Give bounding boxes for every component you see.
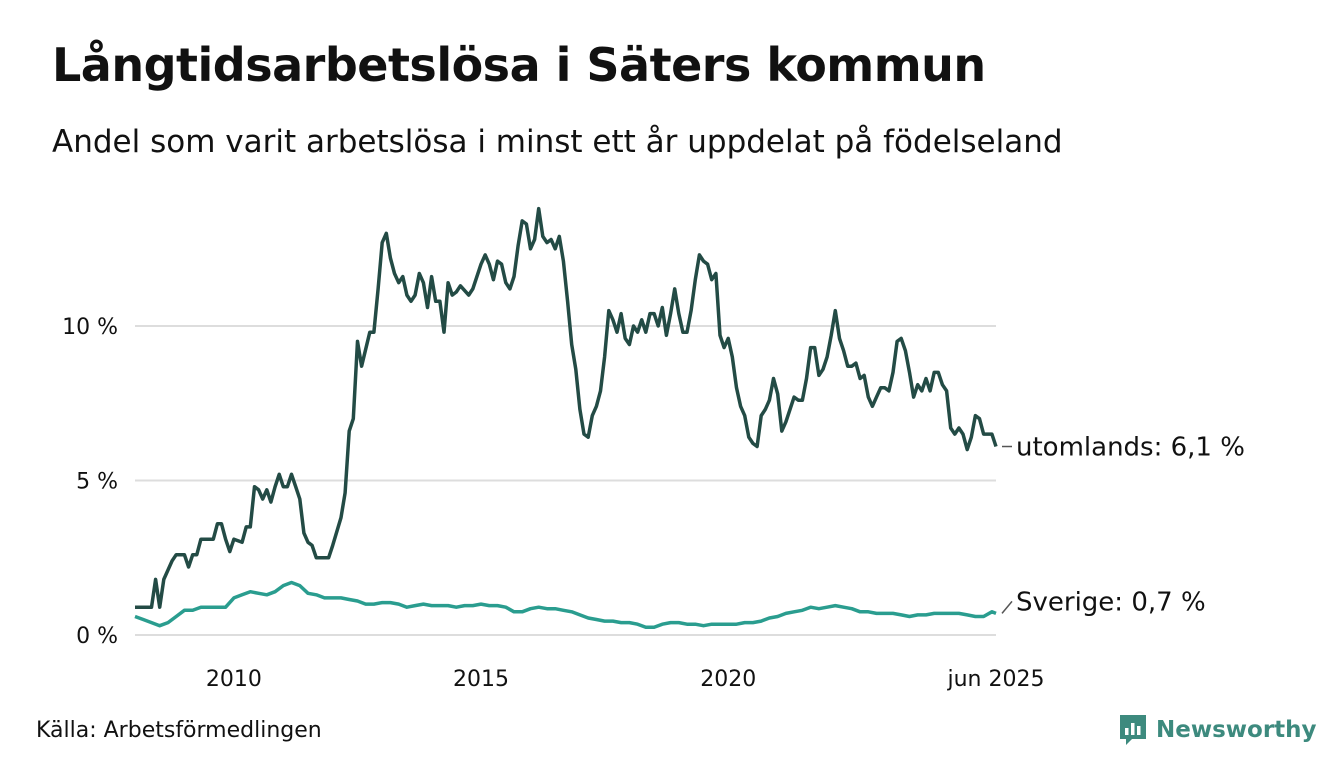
y-tick-label: 5 %	[76, 470, 118, 495]
end-label-sverige: Sverige: 0,7 %	[1016, 587, 1206, 617]
x-tick-label: 2020	[700, 667, 756, 692]
series-line-utomlands	[135, 206, 998, 609]
newsworthy-logo-icon	[1120, 715, 1146, 745]
series-lines	[134, 206, 998, 630]
end-label-utomlands: utomlands: 6,1 %	[1016, 433, 1245, 463]
x-tick-label: 2010	[206, 667, 262, 692]
page-subtitle: Andel som varit arbetslösa i minst ett å…	[52, 124, 1063, 160]
x-tick-label: jun 2025	[947, 667, 1045, 692]
series-line-sverige	[134, 580, 997, 630]
x-tick-label: 2015	[453, 667, 509, 692]
end-labels: utomlands: 6,1 % Sverige: 0,7 %	[1001, 433, 1245, 617]
x-axis-ticks: 2010 2015 2020 jun 2025	[206, 667, 1045, 692]
y-tick-label: 10 %	[62, 315, 118, 340]
brand-name: Newsworthy	[1156, 717, 1317, 743]
page-title: Långtidsarbetslösa i Säters kommun	[52, 38, 986, 92]
y-axis-ticks: 0 % 5 % 10 %	[62, 315, 118, 649]
grid-lines	[135, 325, 996, 636]
source-note: Källa: Arbetsförmedlingen	[36, 718, 322, 743]
y-tick-label: 0 %	[76, 624, 118, 649]
end-label-leader	[1001, 600, 1013, 614]
brand-logo[interactable]: Newsworthy	[1118, 713, 1317, 747]
